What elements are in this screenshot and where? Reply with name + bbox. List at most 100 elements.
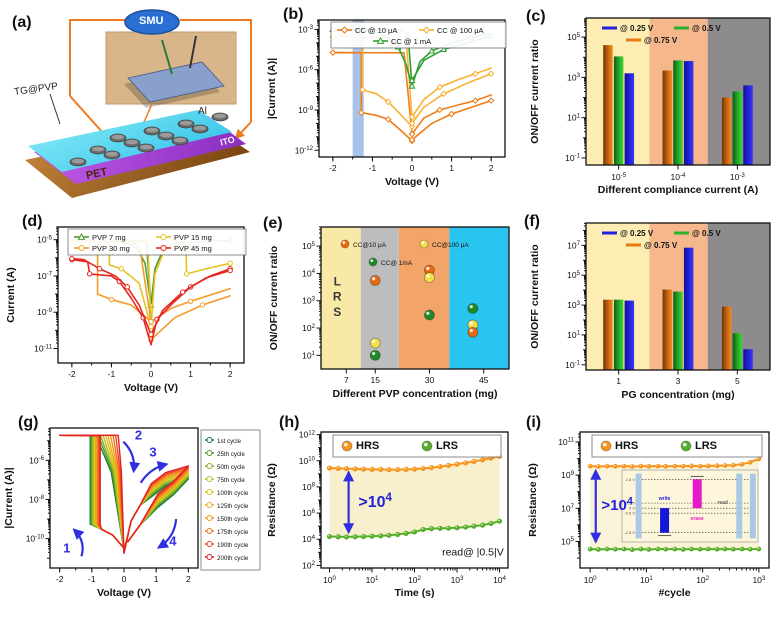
svg-text:0: 0 bbox=[122, 574, 127, 584]
svg-text:104: 104 bbox=[302, 534, 315, 544]
svg-text:HRS: HRS bbox=[356, 440, 379, 452]
svg-text:ON/OFF current ratio: ON/OFF current ratio bbox=[268, 246, 280, 350]
svg-text:4: 4 bbox=[169, 533, 177, 548]
svg-text:-2: -2 bbox=[68, 369, 76, 379]
svg-text:@ 0.25 V: @ 0.25 V bbox=[620, 229, 654, 238]
svg-text:103: 103 bbox=[567, 72, 580, 82]
svg-text:7: 7 bbox=[344, 375, 349, 385]
svg-text:175th cycle: 175th cycle bbox=[217, 529, 249, 536]
svg-text:0 V: 0 V bbox=[629, 506, 635, 511]
panel-a: (a) SMU TG@PVP Al PET ITO bbox=[0, 0, 261, 205]
svg-text:>104: >104 bbox=[601, 495, 632, 514]
svg-text:2.8 V: 2.8 V bbox=[626, 477, 636, 482]
iv-pvp-plot: 10-11 10-9 10-7 10-5 -2 -1 0 1 2 Voltage (V) Curre… bbox=[5, 226, 247, 394]
svg-text:1: 1 bbox=[449, 163, 454, 173]
svg-text:Voltage (V): Voltage (V) bbox=[124, 382, 178, 394]
panel-e: 101 102 103 104 105 7 15 30 45 Different PVP conc… bbox=[261, 205, 522, 410]
svg-text:PVP 7 mg: PVP 7 mg bbox=[92, 233, 126, 242]
svg-text:1st cycle: 1st cycle bbox=[217, 438, 242, 445]
svg-text:CC @ 100 μA: CC @ 100 μA bbox=[437, 26, 484, 35]
svg-text:PVP 45 mg: PVP 45 mg bbox=[174, 244, 212, 253]
svg-text:102: 102 bbox=[302, 323, 315, 333]
svg-text:-2.8 V: -2.8 V bbox=[624, 530, 635, 535]
svg-text:5: 5 bbox=[735, 376, 740, 386]
svg-text:|Current (A)|: |Current (A)| bbox=[3, 467, 15, 528]
svg-text:150th cycle: 150th cycle bbox=[217, 516, 249, 523]
svg-text:-1: -1 bbox=[108, 369, 116, 379]
svg-text:104: 104 bbox=[493, 575, 506, 585]
svg-text:Resistance (Ω): Resistance (Ω) bbox=[266, 463, 278, 537]
svg-text:2: 2 bbox=[228, 369, 233, 379]
svg-text:10-5: 10-5 bbox=[37, 234, 53, 244]
svg-text:101: 101 bbox=[567, 112, 580, 122]
svg-text:CC@10 μA: CC@10 μA bbox=[353, 242, 387, 249]
svg-text:10-3: 10-3 bbox=[730, 172, 746, 182]
svg-text:1: 1 bbox=[616, 376, 621, 386]
svg-text:0: 0 bbox=[410, 163, 415, 173]
svg-text:101: 101 bbox=[302, 350, 315, 360]
endurance-plot: 2.8 V 0.5 V0 V-0.5 V -2.8 V write erase read 1… bbox=[527, 431, 770, 599]
svg-text:CC@ 1mA: CC@ 1mA bbox=[381, 260, 413, 267]
svg-text:2: 2 bbox=[186, 574, 191, 584]
svg-text:100th cycle: 100th cycle bbox=[217, 490, 249, 497]
svg-text:#cycle: #cycle bbox=[658, 587, 690, 599]
svg-text:HRS: HRS bbox=[615, 440, 638, 452]
svg-text:2: 2 bbox=[135, 428, 142, 443]
svg-text:105: 105 bbox=[567, 270, 580, 280]
svg-text:@ 0.5 V: @ 0.5 V bbox=[692, 229, 721, 238]
svg-text:10-4: 10-4 bbox=[671, 172, 687, 182]
svg-text:10-10: 10-10 bbox=[26, 533, 45, 543]
svg-text:Resistance (Ω): Resistance (Ω) bbox=[527, 463, 539, 537]
svg-text:107: 107 bbox=[567, 240, 580, 250]
svg-text:1: 1 bbox=[154, 574, 159, 584]
svg-text:LRS: LRS bbox=[436, 440, 458, 452]
panel-b-label: (b) bbox=[283, 6, 304, 23]
svg-text:1: 1 bbox=[63, 540, 70, 555]
svg-text:-2: -2 bbox=[329, 163, 337, 173]
svg-text:3: 3 bbox=[149, 444, 156, 459]
svg-text:|Current (A)|: |Current (A)| bbox=[266, 58, 278, 119]
panel-f: 10-1 101 103 105 107 1 3 5 PG concentration (mg)… bbox=[522, 205, 783, 410]
svg-text:105: 105 bbox=[302, 241, 315, 251]
svg-text:50th cycle: 50th cycle bbox=[217, 464, 245, 471]
svg-text:10-8: 10-8 bbox=[29, 494, 45, 504]
svg-text:106: 106 bbox=[302, 508, 315, 518]
svg-text:ON/OFF current ratio: ON/OFF current ratio bbox=[529, 39, 541, 143]
svg-text:CC@100 μA: CC@100 μA bbox=[432, 242, 469, 249]
svg-text:10-6: 10-6 bbox=[298, 64, 314, 74]
panel-c-label: (c) bbox=[526, 8, 546, 25]
svg-text:0.5 V: 0.5 V bbox=[626, 501, 636, 506]
svg-text:101: 101 bbox=[567, 330, 580, 340]
svg-text:10-5: 10-5 bbox=[611, 172, 627, 182]
svg-text:read@ |0.5|V: read@ |0.5|V bbox=[442, 547, 504, 559]
svg-text:@ 0.5 V: @ 0.5 V bbox=[692, 24, 721, 33]
panel-f-label: (f) bbox=[524, 213, 540, 230]
svg-text:PVP 30 mg: PVP 30 mg bbox=[92, 244, 130, 253]
svg-text:3: 3 bbox=[676, 376, 681, 386]
svg-text:1012: 1012 bbox=[299, 429, 316, 439]
svg-text:1011: 1011 bbox=[558, 437, 574, 447]
svg-text:10-6: 10-6 bbox=[29, 455, 45, 465]
al-label: Al bbox=[198, 106, 207, 117]
svg-text:1: 1 bbox=[188, 369, 193, 379]
onoff-vs-pvp-scatter: 101 102 103 104 105 7 15 30 45 Different PVP conc… bbox=[268, 226, 510, 400]
svg-text:10-12: 10-12 bbox=[295, 145, 314, 155]
svg-text:write: write bbox=[658, 496, 671, 502]
svg-text:104: 104 bbox=[302, 268, 315, 278]
svg-text:108: 108 bbox=[302, 482, 315, 492]
svg-text:erase: erase bbox=[691, 516, 704, 522]
svg-text:100: 100 bbox=[323, 575, 336, 585]
svg-text:10-1: 10-1 bbox=[565, 360, 581, 370]
svg-text:-1: -1 bbox=[369, 163, 377, 173]
svg-text:PG concentration (mg): PG concentration (mg) bbox=[621, 389, 734, 401]
svg-text:30: 30 bbox=[425, 375, 435, 385]
svg-text:read: read bbox=[717, 500, 728, 506]
svg-text:102: 102 bbox=[696, 575, 709, 585]
panel-e-label: (e) bbox=[263, 215, 283, 232]
iv-compliance-plot: 10-12 10-9 10-6 10-3 -2 -1 0 1 2 Voltage (V) |Curr… bbox=[266, 19, 507, 188]
panel-c: 10-1 101 103 105 10-5 10-4 10-3 Different compl… bbox=[522, 0, 783, 205]
svg-text:15: 15 bbox=[370, 375, 380, 385]
svg-text:45: 45 bbox=[479, 375, 489, 385]
svg-text:25th cycle: 25th cycle bbox=[217, 451, 245, 458]
